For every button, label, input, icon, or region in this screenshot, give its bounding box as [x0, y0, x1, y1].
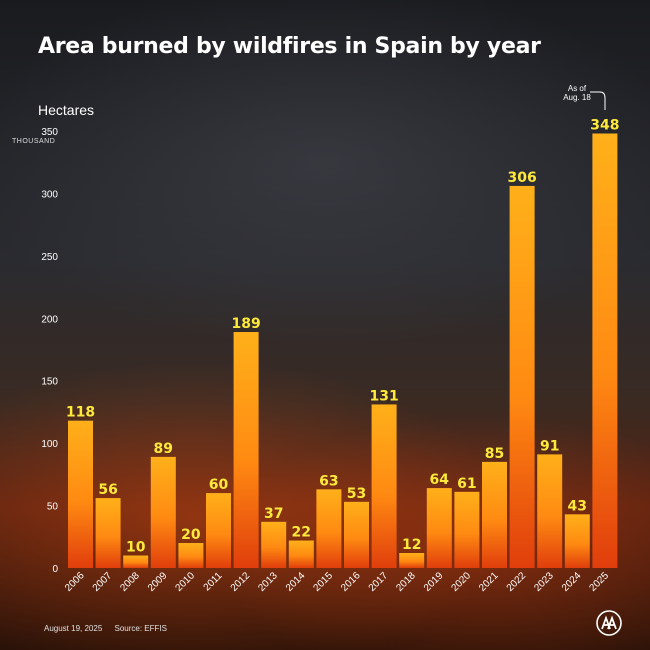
bar-value-label: 348 — [590, 117, 619, 133]
aa-logo-icon — [596, 610, 622, 636]
bar-value-label: 20 — [181, 527, 201, 543]
x-tick-label: 2020 — [450, 570, 474, 594]
y-tick-label: 200 — [41, 314, 58, 325]
bar-value-label: 43 — [568, 498, 587, 514]
y-tick-label: 350 — [41, 127, 58, 138]
bar-value-label: 118 — [66, 405, 95, 421]
bar-2012 — [233, 332, 259, 568]
y-tick-label: 0 — [52, 564, 58, 575]
y-tick-label: 100 — [41, 439, 58, 450]
bar-2020 — [454, 491, 480, 568]
bar-2015 — [316, 489, 342, 568]
footer: August 19, 2025 Source: EFFIS — [44, 624, 177, 633]
annotation-line-1: As of — [567, 84, 587, 93]
x-tick-label: 2007 — [91, 570, 115, 594]
x-tick-label: 2009 — [146, 570, 170, 594]
x-tick-label: 2012 — [229, 570, 253, 594]
x-tick-label: 2013 — [256, 570, 280, 594]
y-tick-label: 300 — [41, 189, 58, 200]
bar-value-label: 22 — [292, 525, 311, 541]
x-tick-label: 2025 — [588, 570, 612, 594]
bar-2010 — [178, 543, 204, 568]
footer-source: Source: EFFIS — [114, 624, 167, 633]
bar-2016 — [344, 501, 369, 568]
bar-value-label: 61 — [457, 476, 476, 492]
bar-value-label: 12 — [402, 537, 421, 553]
x-tick-label: 2023 — [532, 570, 556, 594]
bar-value-label: 63 — [319, 473, 338, 489]
y-tick-label: 150 — [41, 377, 58, 388]
bar-2006 — [68, 420, 93, 568]
bar-2021 — [482, 461, 507, 568]
x-tick-label: 2019 — [422, 570, 446, 594]
bar-2025 — [592, 133, 618, 569]
bar-2018 — [399, 553, 425, 568]
bar-2023 — [537, 454, 563, 568]
bar-value-label: 60 — [209, 477, 229, 493]
annotation-bracket — [590, 91, 606, 110]
y-tick-label: 250 — [41, 252, 58, 263]
x-tick-label: 2014 — [284, 570, 308, 594]
bar-value-label: 56 — [98, 482, 117, 498]
bar-2017 — [371, 404, 397, 568]
bar-2013 — [261, 521, 287, 568]
bar-2007 — [95, 498, 121, 568]
x-tick-label: 2006 — [63, 570, 87, 594]
annotation-line-2: Aug. 18 — [563, 93, 591, 102]
y-tick-label: 50 — [47, 502, 59, 513]
x-tick-label: 2010 — [174, 570, 198, 594]
bar-2019 — [426, 488, 452, 568]
footer-date: August 19, 2025 — [44, 624, 103, 633]
bar-2008 — [123, 555, 149, 568]
y-axis-unit-label: Hectares — [38, 102, 95, 118]
x-tick-label: 2021 — [477, 570, 501, 594]
x-tick-label: 2017 — [367, 570, 391, 594]
x-tick-label: 2015 — [312, 570, 336, 594]
x-tick-label: 2008 — [118, 570, 142, 594]
x-tick-label: 2011 — [202, 570, 225, 593]
bar-value-label: 91 — [540, 438, 559, 454]
bar-value-label: 89 — [154, 441, 173, 457]
y-axis-multiplier: THOUSAND — [12, 138, 56, 145]
bar-2024 — [564, 514, 590, 568]
annotation-note: As of Aug. 18 — [560, 84, 594, 102]
chart-title: Area burned by wildfires in Spain by yea… — [38, 34, 541, 59]
bar-value-label: 53 — [347, 486, 366, 502]
bar-2022 — [509, 185, 535, 569]
x-tick-label: 2016 — [339, 570, 363, 594]
bar-value-label: 189 — [231, 316, 260, 332]
x-tick-label: 2018 — [394, 570, 418, 594]
bar-2011 — [206, 493, 231, 568]
bar-value-label: 64 — [430, 472, 450, 488]
bar-value-label: 131 — [369, 388, 398, 404]
bar-2009 — [150, 456, 176, 568]
x-tick-label: 2022 — [505, 570, 529, 594]
bar-2014 — [288, 540, 314, 568]
bar-value-label: 85 — [485, 446, 504, 462]
bar-value-label: 306 — [507, 170, 536, 186]
bar-value-label: 10 — [126, 540, 146, 556]
bar-value-label: 37 — [264, 506, 283, 522]
x-tick-label: 2024 — [560, 570, 584, 594]
